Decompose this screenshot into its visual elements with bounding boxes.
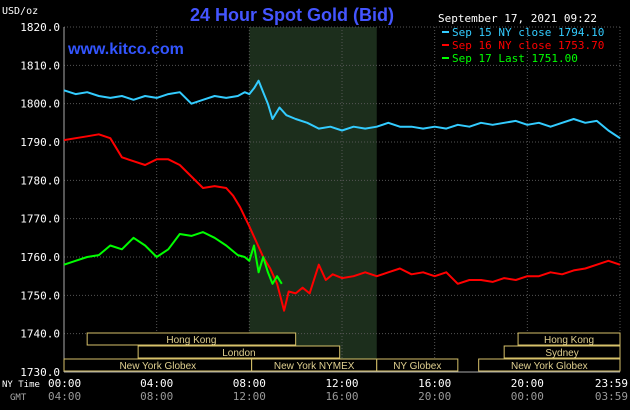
x-tick-label-ny: 23:59 [595,377,628,390]
nymex-session-shade [249,27,377,372]
y-axis-label: USD/oz [2,6,38,17]
session-label: NY Globex [393,361,441,372]
series-line [63,133,621,312]
x-tick-label-ny: 04:00 [140,377,173,390]
y-tick-label: 1730.0 [20,366,60,379]
session-label: Hong Kong [544,335,594,346]
session-bar [86,332,297,346]
x-tick-label-gmt: 00:00 [511,390,544,403]
legend-entry: Sep 15 NY close 1794.10 [452,26,604,39]
y-tick-label: 1750.0 [20,289,60,302]
series-lines [63,79,621,312]
gridlines [63,26,621,373]
session-bar [478,358,621,372]
ny-time-label: NY Time [2,380,40,390]
x-tick-label-ny: 16:00 [418,377,451,390]
legend-entry: Sep 17 Last 1751.00 [452,52,578,65]
session-label: New York NYMEX [274,361,355,372]
session-label: London [222,348,255,359]
y-tick-label: 1800.0 [20,98,60,111]
y-tick-label: 1810.0 [20,59,60,72]
session-bar [503,345,621,359]
y-tick-label: 1780.0 [20,174,60,187]
x-tick-label-gmt: 03:59 [595,390,628,403]
x-tick-label-gmt: 12:00 [233,390,266,403]
x-tick-label-ny: 12:00 [325,377,358,390]
x-tick-labels: NY TimeGMT00:0004:0004:0008:0008:0012:00… [2,377,628,403]
session-label: New York Globex [511,361,588,372]
session-label: Sydney [545,348,578,359]
x-tick-label-ny: 08:00 [233,377,266,390]
x-tick-label-gmt: 08:00 [140,390,173,403]
y-tick-labels: 1820.0 1810.0 1800.0 1790.0 1780.0 1770.0 1760… [20,21,60,379]
series-line [63,231,283,285]
market-sessions: Hong Kong Hong Kong London Sydney New York G… [63,332,621,372]
session-bar [137,345,341,359]
session-bar [376,358,459,372]
session-label: New York Globex [119,361,196,372]
session-bar [517,332,621,346]
x-tick-label-ny: 20:00 [511,377,544,390]
date-stamp: September 17, 2021 09:22 [438,12,597,25]
y-tick-label: 1820.0 [20,21,60,34]
y-tick-label: 1790.0 [20,136,60,149]
series-line [63,79,621,140]
chart-title: 24 Hour Spot Gold (Bid) [190,5,394,25]
y-tick-label: 1740.0 [20,328,60,341]
watermark: www.kitco.com [67,41,184,58]
x-tick-label-gmt: 16:00 [325,390,358,403]
y-tick-label: 1770.0 [20,213,60,226]
y-tick-label: 1760.0 [20,251,60,264]
gmt-label: GMT [10,393,27,403]
session-label: Hong Kong [166,335,216,346]
x-tick-label-gmt: 04:00 [48,390,81,403]
legend-entry: Sep 16 NY close 1753.70 [452,39,604,52]
x-tick-label-gmt: 20:00 [418,390,451,403]
x-tick-label-ny: 00:00 [48,377,81,390]
